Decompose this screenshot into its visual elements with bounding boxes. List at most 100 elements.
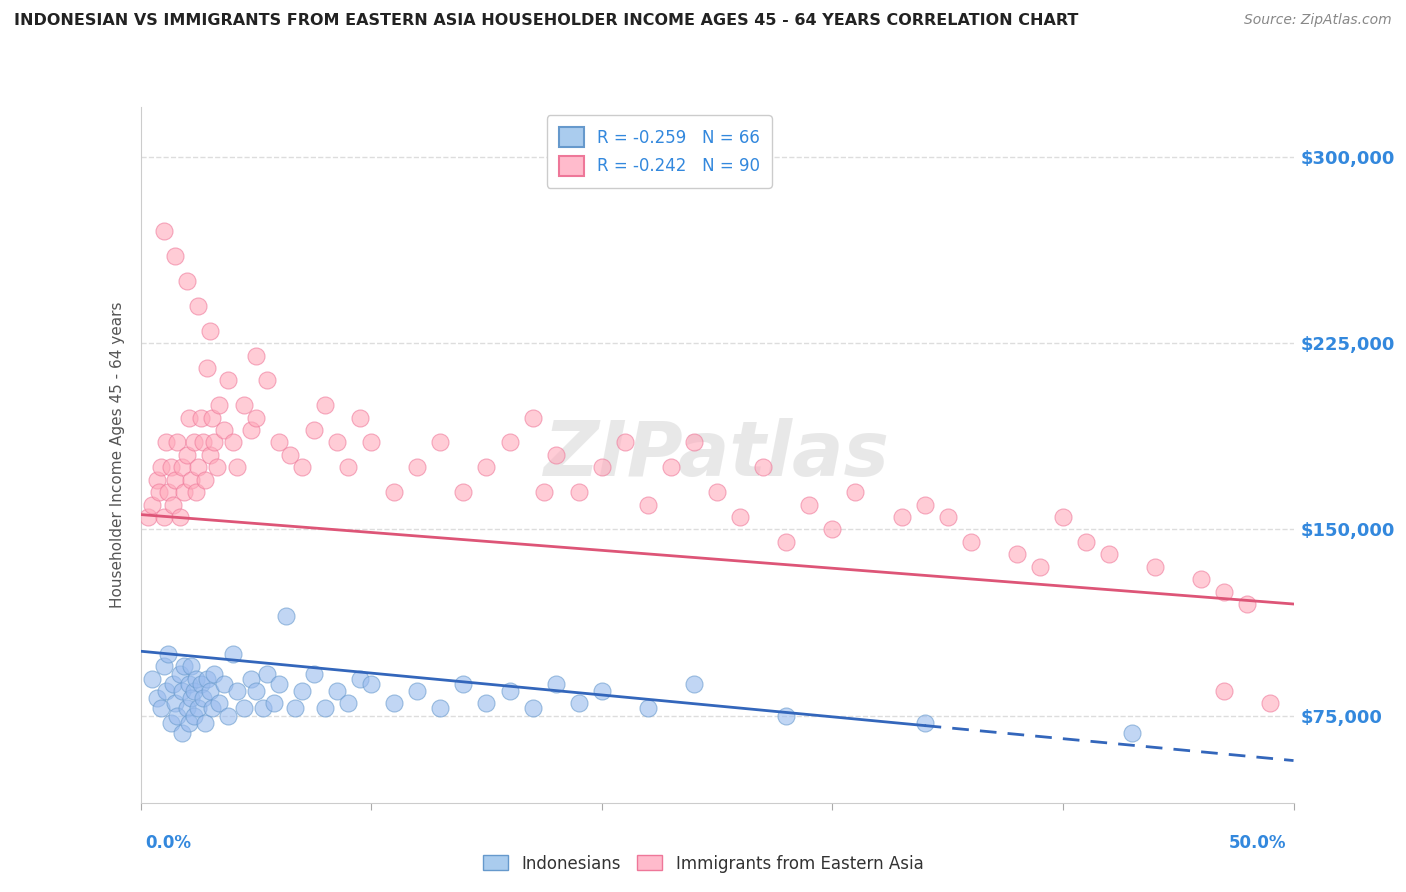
Point	[498, 684, 520, 698]
Point	[429, 701, 451, 715]
Point	[775, 708, 797, 723]
Point	[165, 249, 187, 263]
Legend: Indonesians, Immigrants from Eastern Asia: Indonesians, Immigrants from Eastern Asi…	[477, 848, 929, 880]
Point	[180, 659, 202, 673]
Point	[382, 697, 405, 711]
Point	[1189, 572, 1212, 586]
Point	[201, 410, 224, 425]
Point	[162, 498, 184, 512]
Point	[245, 410, 267, 425]
Point	[183, 435, 205, 450]
Point	[162, 676, 184, 690]
Point	[1236, 597, 1258, 611]
Point	[406, 460, 429, 475]
Point	[245, 349, 267, 363]
Point	[155, 435, 177, 450]
Point	[706, 485, 728, 500]
Point	[205, 460, 228, 475]
Point	[544, 676, 567, 690]
Point	[165, 473, 187, 487]
Point	[173, 485, 195, 500]
Text: INDONESIAN VS IMMIGRANTS FROM EASTERN ASIA HOUSEHOLDER INCOME AGES 45 - 64 YEARS: INDONESIAN VS IMMIGRANTS FROM EASTERN AS…	[14, 13, 1078, 29]
Point	[245, 684, 267, 698]
Point	[1213, 684, 1236, 698]
Point	[637, 498, 659, 512]
Point	[291, 684, 314, 698]
Point	[263, 697, 285, 711]
Point	[1213, 584, 1236, 599]
Point	[349, 672, 371, 686]
Point	[191, 435, 214, 450]
Point	[136, 510, 159, 524]
Point	[222, 647, 245, 661]
Point	[775, 534, 797, 549]
Text: 50.0%: 50.0%	[1229, 834, 1286, 852]
Point	[198, 684, 221, 698]
Point	[382, 485, 405, 500]
Point	[683, 676, 706, 690]
Point	[475, 697, 498, 711]
Point	[152, 224, 174, 238]
Point	[187, 299, 209, 313]
Y-axis label: Householder Income Ages 45 - 64 years: Householder Income Ages 45 - 64 years	[110, 301, 125, 608]
Point	[613, 435, 636, 450]
Point	[659, 460, 682, 475]
Point	[183, 684, 205, 698]
Point	[591, 684, 613, 698]
Point	[172, 460, 194, 475]
Point	[522, 410, 544, 425]
Point	[194, 716, 217, 731]
Point	[1052, 510, 1074, 524]
Point	[190, 410, 212, 425]
Point	[152, 659, 174, 673]
Point	[166, 435, 188, 450]
Point	[240, 423, 263, 437]
Point	[226, 460, 249, 475]
Point	[165, 697, 187, 711]
Point	[1144, 559, 1167, 574]
Point	[198, 448, 221, 462]
Point	[191, 691, 214, 706]
Point	[325, 435, 347, 450]
Point	[475, 460, 498, 475]
Point	[568, 697, 591, 711]
Point	[256, 666, 278, 681]
Point	[914, 716, 936, 731]
Point	[184, 672, 207, 686]
Point	[169, 510, 191, 524]
Point	[177, 410, 200, 425]
Point	[821, 523, 844, 537]
Point	[197, 672, 219, 686]
Point	[591, 460, 613, 475]
Point	[176, 274, 198, 288]
Point	[172, 684, 194, 698]
Point	[208, 697, 231, 711]
Text: Source: ZipAtlas.com: Source: ZipAtlas.com	[1244, 13, 1392, 28]
Point	[150, 460, 173, 475]
Point	[252, 701, 274, 715]
Point	[522, 701, 544, 715]
Point	[1098, 547, 1121, 561]
Point	[1029, 559, 1052, 574]
Point	[314, 701, 336, 715]
Point	[280, 448, 302, 462]
Point	[183, 708, 205, 723]
Point	[1121, 726, 1143, 740]
Point	[176, 701, 198, 715]
Point	[302, 666, 325, 681]
Point	[337, 460, 360, 475]
Point	[1074, 534, 1097, 549]
Point	[194, 473, 217, 487]
Point	[568, 485, 591, 500]
Text: 0.0%: 0.0%	[145, 834, 191, 852]
Point	[256, 373, 278, 387]
Point	[274, 609, 297, 624]
Legend: R = -0.259   N = 66, R = -0.242   N = 90: R = -0.259 N = 66, R = -0.242 N = 90	[547, 115, 772, 187]
Point	[176, 448, 198, 462]
Point	[150, 701, 173, 715]
Point	[337, 697, 360, 711]
Point	[190, 676, 212, 690]
Point	[291, 460, 314, 475]
Point	[169, 666, 191, 681]
Point	[141, 672, 163, 686]
